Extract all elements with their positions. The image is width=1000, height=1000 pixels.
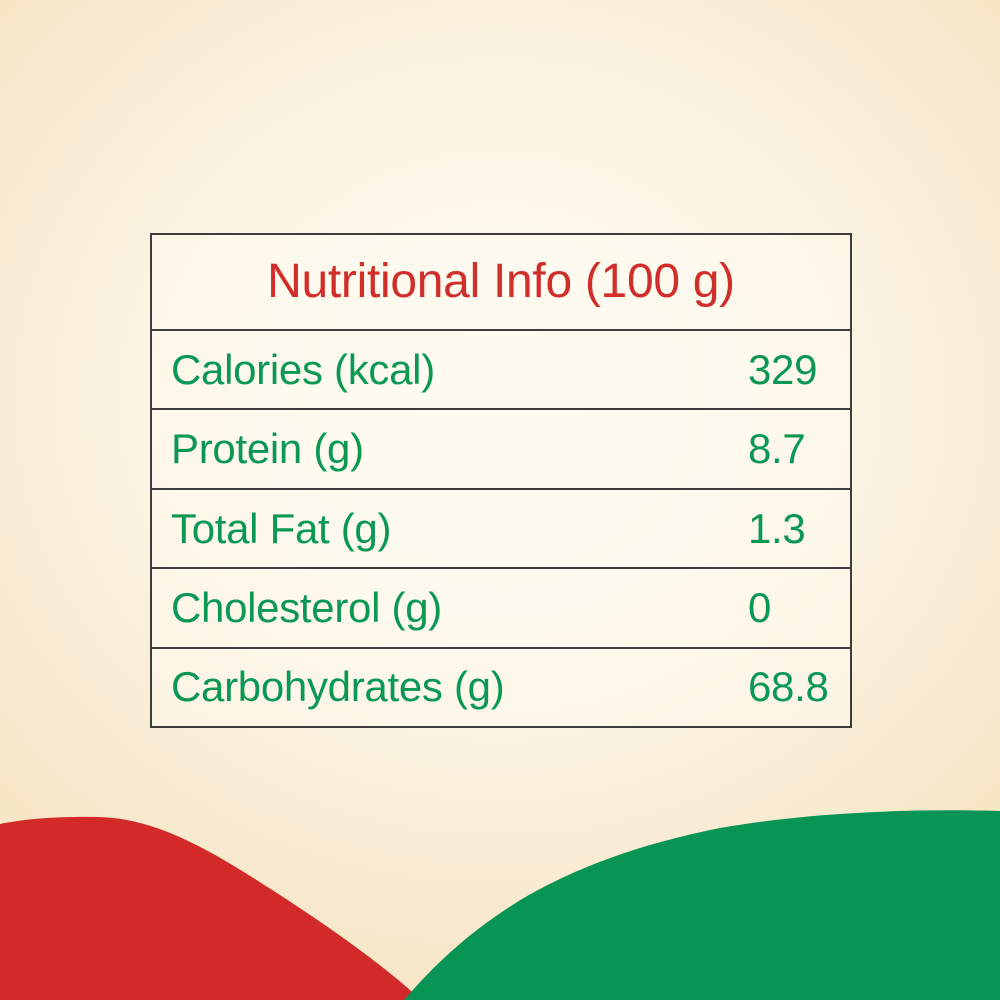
row-value-cholesterol: 0 [748,583,772,631]
row-value-carbohydrates: 68.8 [748,663,829,711]
decorative-hills [0,810,1000,1000]
row-value-total-fat: 1.3 [748,504,806,552]
red-hill-shape [0,816,421,1000]
row-label-total-fat: Total Fat (g) [171,504,392,552]
table-title: Nutritional Info (100 g) [152,235,850,331]
green-hill-shape [404,810,1000,1000]
row-label-cholesterol: Cholesterol (g) [171,583,442,631]
table-row-calories: Calories (kcal) 329 [152,331,850,411]
row-label-calories: Calories (kcal) [171,345,435,393]
table-row-protein: Protein (g) 8.7 [152,410,850,490]
row-value-protein: 8.7 [748,425,806,473]
row-label-protein: Protein (g) [171,425,364,473]
table-row-carbohydrates: Carbohydrates (g) 68.8 [152,649,850,726]
table-row-cholesterol: Cholesterol (g) 0 [152,569,850,649]
row-label-carbohydrates: Carbohydrates (g) [171,663,505,711]
nutrition-table: Nutritional Info (100 g) Calories (kcal)… [150,233,852,728]
row-value-calories: 329 [748,345,818,393]
table-row-total-fat: Total Fat (g) 1.3 [152,490,850,570]
